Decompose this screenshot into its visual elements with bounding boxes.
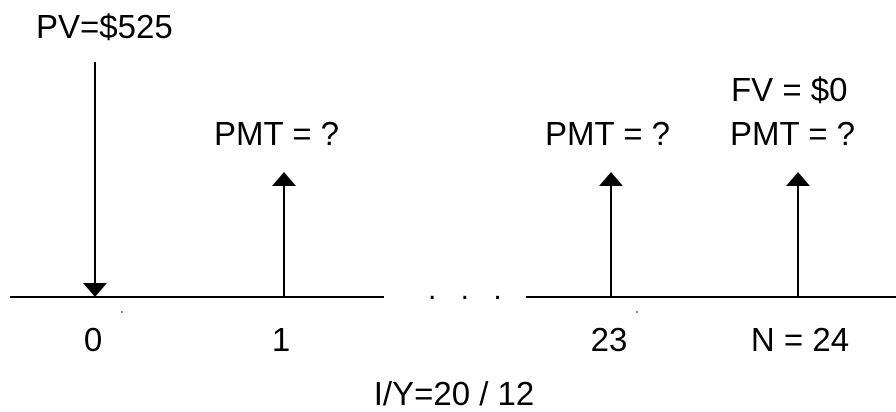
speck-mark [121, 311, 123, 313]
pmt-arrow-head-period-24 [786, 172, 810, 186]
period-label-1: 1 [271, 321, 291, 358]
payment-label-period-23: PMT = ? [545, 115, 671, 152]
pv-arrow-head [83, 283, 107, 297]
payment-label-period-24: PMT = ? [730, 115, 856, 152]
interest-rate-label: I/Y=20 / 12 [373, 375, 535, 412]
period-label-24: N = 24 [750, 321, 850, 358]
timeline-ellipsis: . . . [428, 273, 510, 306]
pmt-arrow-head-period-23 [599, 172, 623, 186]
payment-label-period-1: PMT = ? [214, 115, 340, 152]
present-value-label: PV=$525 [36, 8, 173, 45]
pmt-arrow-head-period-1 [272, 172, 296, 186]
period-label-0: 0 [83, 321, 103, 358]
speck-mark [636, 311, 638, 313]
period-label-23: 23 [590, 321, 628, 358]
future-value-label: FV = $0 [731, 71, 848, 108]
